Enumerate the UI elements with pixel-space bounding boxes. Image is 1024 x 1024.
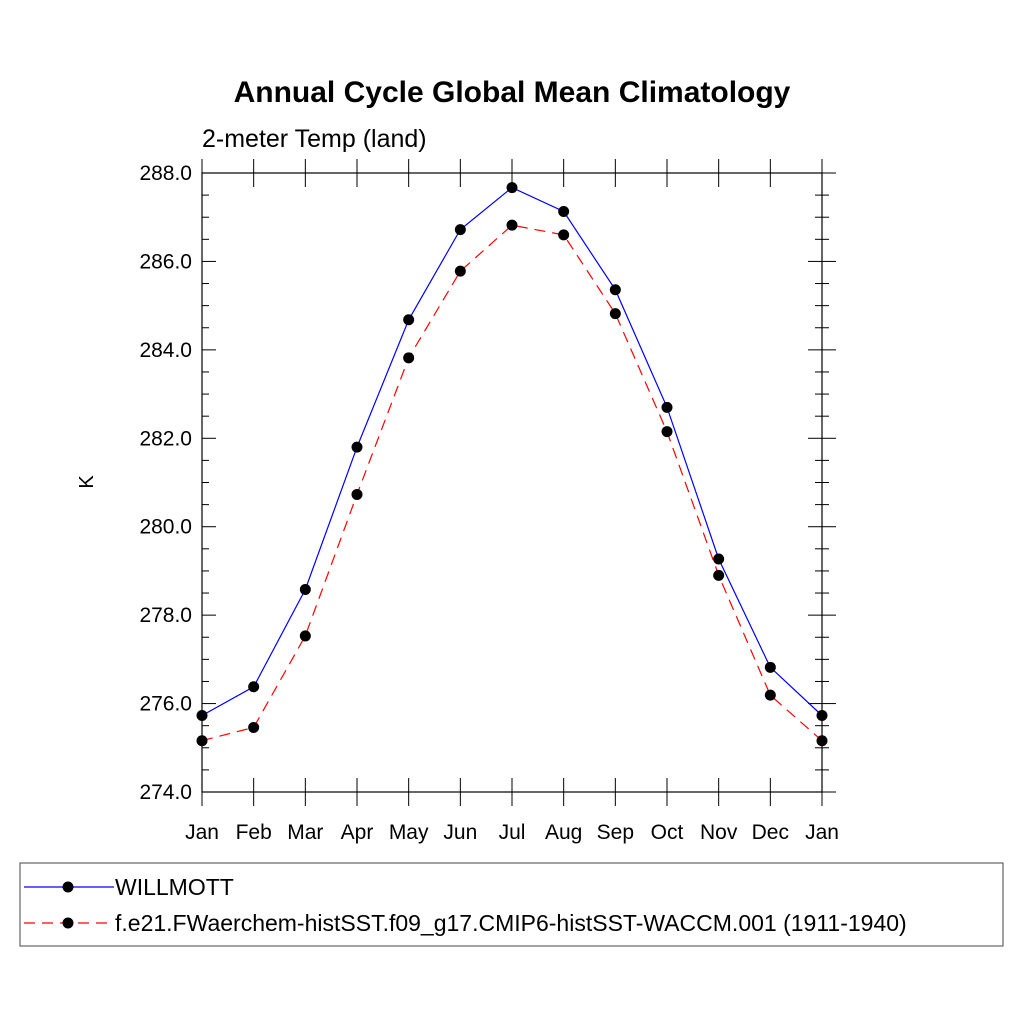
- legend-label-2: f.e21.FWaerchem-histSST.f09_g17.CMIP6-hi…: [115, 910, 907, 936]
- x-tick-label: Jun: [443, 821, 477, 844]
- y-tick-label: 282.0: [139, 427, 192, 450]
- y-tick-label: 278.0: [139, 604, 192, 627]
- x-tick-label: Nov: [700, 821, 738, 844]
- x-tick-label: Aug: [545, 821, 582, 844]
- legend-marker-2: [62, 917, 74, 929]
- y-tick-label: 288.0: [139, 162, 192, 185]
- data-point-series-1: [506, 182, 518, 194]
- legend: WILLMOTT f.e21.FWaerchem-histSST.f09_g17.…: [19, 862, 1004, 947]
- data-point-series-1: [248, 681, 260, 693]
- x-tick-label: May: [389, 821, 429, 844]
- data-point-series-1: [351, 441, 363, 453]
- x-tick-label: Feb: [236, 821, 272, 844]
- data-point-series-2: [764, 689, 776, 701]
- legend-marker-1: [62, 881, 74, 893]
- x-tick-label: Mar: [287, 821, 323, 844]
- data-point-series-1: [713, 553, 725, 565]
- legend-box: [19, 862, 1004, 947]
- y-tick-label: 280.0: [139, 516, 192, 539]
- data-point-series-1: [454, 224, 466, 236]
- data-point-series-2: [661, 426, 673, 438]
- x-tick-label: Jan: [185, 821, 219, 844]
- data-point-series-1: [558, 205, 570, 217]
- x-tick-label: Jan: [805, 821, 839, 844]
- x-tick-label: Jul: [499, 821, 526, 844]
- data-point-series-1: [816, 710, 828, 722]
- plot-area: 274.0 276.0 278.0 280.0 282.0 284.0 286.0 288.0…: [139, 159, 839, 844]
- x-tick-label: Oct: [651, 821, 684, 844]
- y-tick-label: 284.0: [139, 339, 192, 362]
- data-point-series-1: [609, 284, 621, 296]
- data-point-series-2: [506, 219, 518, 231]
- y-tick-label: 276.0: [139, 693, 192, 716]
- chart-title: Annual Cycle Global Mean Climatology: [234, 76, 791, 109]
- data-point-series-2: [299, 630, 311, 642]
- series-line-2: [201, 224, 823, 742]
- legend-label-1: WILLMOTT: [115, 874, 234, 900]
- data-point-series-1: [196, 710, 208, 722]
- data-point-series-1: [764, 661, 776, 673]
- x-tick-label: Sep: [597, 821, 634, 844]
- data-point-series-2: [609, 308, 621, 320]
- plot-frame: [201, 172, 823, 793]
- data-point-series-2: [351, 488, 363, 500]
- data-point-series-2: [403, 352, 415, 364]
- data-point-series-2: [713, 569, 725, 581]
- y-tick-label: 274.0: [139, 781, 192, 804]
- data-point-series-1: [661, 401, 673, 413]
- data-point-series-2: [816, 735, 828, 747]
- series-line-1: [201, 186, 823, 717]
- x-tick-label: Dec: [752, 821, 789, 844]
- x-tick-label: Apr: [341, 821, 374, 844]
- data-point-series-1: [299, 583, 311, 595]
- y-axis-label: K: [76, 475, 98, 489]
- data-point-series-2: [248, 721, 260, 733]
- chart-subtitle: 2-meter Temp (land): [202, 125, 427, 153]
- data-point-series-2: [454, 265, 466, 277]
- data-point-series-2: [196, 735, 208, 747]
- data-point-series-1: [403, 314, 415, 326]
- data-point-series-2: [558, 229, 570, 241]
- y-tick-label: 286.0: [139, 250, 192, 273]
